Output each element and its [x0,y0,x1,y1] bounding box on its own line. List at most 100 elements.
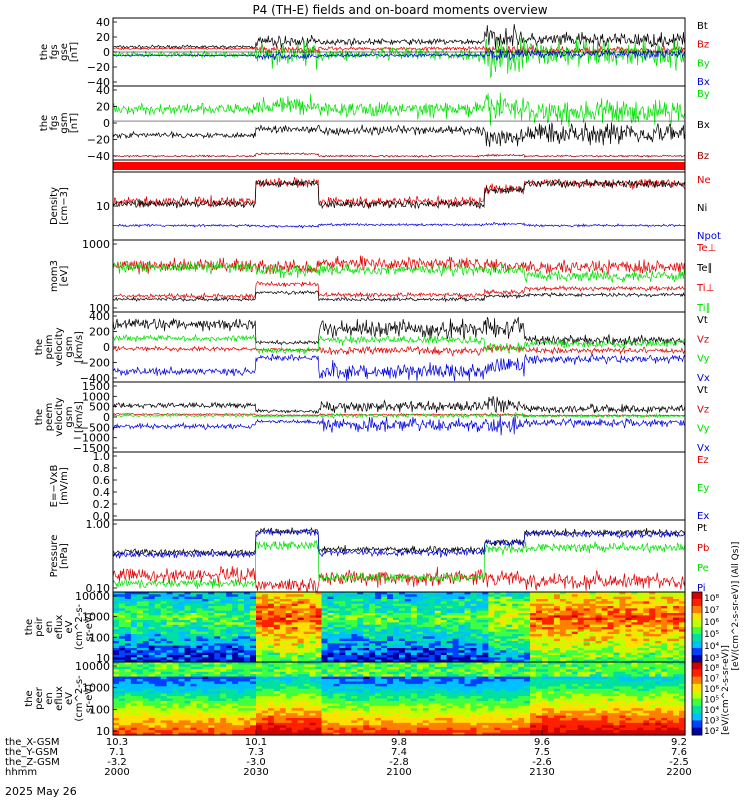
heatmap-cell [470,693,478,697]
heatmap-cell [309,715,317,719]
heatmap-cell [273,722,281,726]
heatmap-cell [261,606,269,609]
heatmap-cell [208,657,215,661]
heatmap-cell [631,603,638,607]
heatmap-cell [113,676,120,680]
heatmap-cell [244,634,251,637]
heatmap-cell [327,631,335,635]
heatmap-cell [375,645,382,649]
heatmap-cell [381,645,388,649]
heatmap-cell [673,620,680,623]
legend-entry: Vx [697,443,710,454]
heatmap-cell [202,693,209,697]
heatmap-cell [410,725,418,729]
heatmap-cell [351,629,358,633]
heatmap-cell [613,610,621,614]
heatmap-cell [476,688,484,692]
heatmap-cell [583,615,591,619]
heatmap-cell [601,624,609,628]
heatmap-cell [458,629,466,633]
heatmap-cell [488,650,495,654]
heatmap-cell [524,617,531,621]
heatmap-cell [196,606,203,609]
heatmap-cell [214,650,221,654]
heatmap-cell [428,636,436,640]
heatmap-cell [428,620,436,623]
heatmap-cell [136,603,144,607]
heatmap-cell [369,627,376,630]
heatmap-cell [214,652,221,656]
heatmap-cell [196,636,203,640]
heatmap-cell [446,725,454,729]
heatmap-cell [220,620,227,623]
heatmap-cell [673,592,680,595]
heatmap-cell [637,643,644,647]
heatmap-cell [238,681,245,685]
heatmap-cell [452,732,460,736]
heatmap-cell [512,606,519,609]
heatmap-cell [190,620,198,623]
heatmap-cell [428,681,436,685]
legend-entry: Bz [697,151,709,162]
heatmap-cell [279,686,287,690]
heatmap-cell [273,592,281,595]
heatmap-cell [345,693,352,697]
heatmap-cell [524,615,531,619]
panel-frame [112,239,686,313]
heatmap-cell [190,659,198,663]
heatmap-cell [410,698,418,702]
heatmap-cell [524,599,531,602]
heatmap-cell [649,620,656,623]
heatmap-cell [553,652,561,656]
heatmap-cell [506,659,513,663]
heatmap-cell [124,643,132,647]
heatmap-cell [393,691,400,695]
heatmap-cell [357,652,364,656]
heatmap-cell [440,700,448,704]
heatmap-cell [482,725,489,729]
heatmap-cell [118,725,126,729]
heatmap-cell [267,674,275,678]
heatmap-cell [679,608,686,612]
heatmap-cell [399,645,406,649]
heatmap-cell [232,624,239,628]
heatmap-cell [399,693,406,697]
heatmap-cell [142,727,150,731]
heatmap-cell [142,624,150,628]
heatmap-cell [166,606,174,609]
heatmap-cell [661,652,668,656]
heatmap-cell [244,624,251,628]
heatmap-cell [673,601,680,605]
heatmap-cell [679,615,686,619]
heatmap-cell [136,601,144,605]
heatmap-cell [136,686,144,690]
heatmap-cell [655,659,662,663]
heatmap-cell [488,648,495,651]
heatmap-cell [220,703,227,707]
heatmap-cell [279,622,287,626]
heatmap-cell [536,620,543,623]
heatmap-cell [524,638,531,642]
heatmap-cell [410,676,418,680]
heatmap-cell [214,620,221,623]
heatmap-cell [202,720,209,724]
heatmap-cell [416,688,424,692]
heatmap-cell [148,700,156,704]
heatmap-cell [196,624,203,628]
heatmap-cell [250,601,257,605]
heatmap-cell [273,693,281,697]
heatmap-cell [124,720,132,724]
heatmap-cell [399,622,406,626]
heatmap-cell [393,725,400,729]
heatmap-cell [553,596,561,600]
heatmap-cell [118,700,126,704]
heatmap-cell [542,629,549,633]
heatmap-cell [232,727,239,731]
heatmap-cell [303,601,311,605]
y-axis-label: peir [34,616,45,636]
heatmap-cell [309,650,317,654]
heatmap-cell [381,727,388,731]
heatmap-cell [488,606,495,609]
heatmap-cell [601,592,609,595]
